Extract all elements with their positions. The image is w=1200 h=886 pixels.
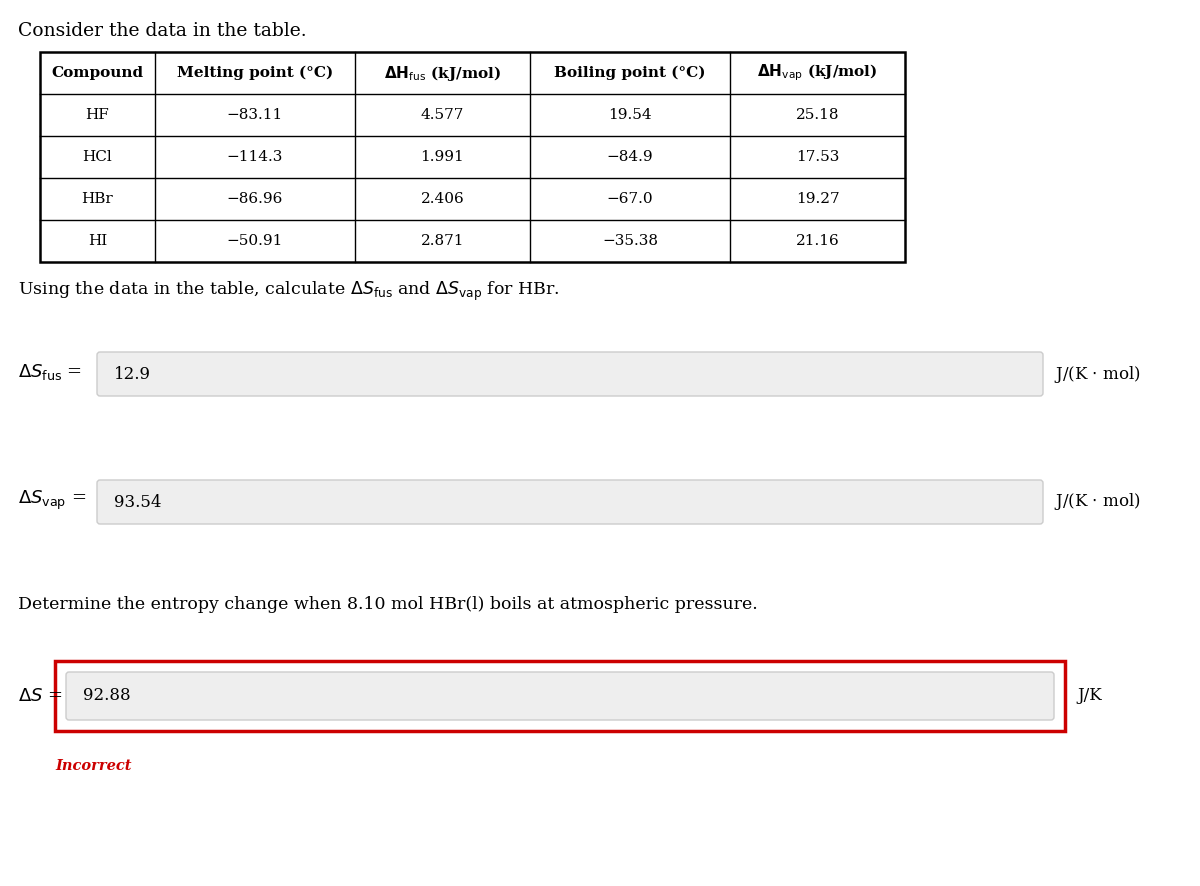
- Text: Using the data in the table, calculate $\Delta S_{\mathrm{fus}}$ and $\Delta S_{: Using the data in the table, calculate $…: [18, 280, 559, 303]
- Bar: [55, 661, 1066, 731]
- Text: −84.9: −84.9: [607, 150, 653, 164]
- Text: $\Delta S_{\mathrm{fus}}$ =: $\Delta S_{\mathrm{fus}}$ =: [18, 362, 82, 382]
- Text: −35.38: −35.38: [602, 234, 658, 248]
- Text: HI: HI: [88, 234, 107, 248]
- Text: −83.11: −83.11: [227, 108, 283, 122]
- Text: Incorrect: Incorrect: [55, 759, 132, 773]
- Text: 25.18: 25.18: [796, 108, 839, 122]
- Text: $\Delta S$ =: $\Delta S$ =: [18, 687, 62, 705]
- Text: 17.53: 17.53: [796, 150, 839, 164]
- Text: Boiling point (°C): Boiling point (°C): [554, 66, 706, 81]
- FancyBboxPatch shape: [66, 672, 1054, 720]
- Text: J/(K $\cdot$ mol): J/(K $\cdot$ mol): [1054, 363, 1141, 385]
- Text: HCl: HCl: [83, 150, 113, 164]
- Text: −50.91: −50.91: [227, 234, 283, 248]
- Text: 21.16: 21.16: [796, 234, 839, 248]
- Text: 19.27: 19.27: [796, 192, 839, 206]
- Text: −114.3: −114.3: [227, 150, 283, 164]
- Text: HF: HF: [85, 108, 109, 122]
- Text: $\Delta S_{\mathrm{vap}}$ =: $\Delta S_{\mathrm{vap}}$ =: [18, 488, 86, 511]
- FancyBboxPatch shape: [97, 352, 1043, 396]
- Text: $\mathbf{\Delta H_{\mathrm{fus}}}$ (kJ/mol): $\mathbf{\Delta H_{\mathrm{fus}}}$ (kJ/m…: [384, 64, 500, 82]
- Text: 2.871: 2.871: [421, 234, 464, 248]
- Text: 92.88: 92.88: [83, 688, 131, 704]
- Text: 93.54: 93.54: [114, 494, 162, 510]
- Text: J/K: J/K: [1078, 688, 1102, 704]
- Text: Compound: Compound: [52, 66, 144, 80]
- Text: 4.577: 4.577: [421, 108, 464, 122]
- Text: 12.9: 12.9: [114, 366, 151, 383]
- Text: 19.54: 19.54: [608, 108, 652, 122]
- Text: 2.406: 2.406: [421, 192, 464, 206]
- Text: −86.96: −86.96: [227, 192, 283, 206]
- Bar: [40, 52, 905, 262]
- Text: 1.991: 1.991: [421, 150, 464, 164]
- Text: Determine the entropy change when 8.10 mol HBr(l) boils at atmospheric pressure.: Determine the entropy change when 8.10 m…: [18, 596, 757, 613]
- Text: Consider the data in the table.: Consider the data in the table.: [18, 22, 307, 40]
- Text: $\mathbf{\Delta H_{\mathrm{vap}}}$ (kJ/mol): $\mathbf{\Delta H_{\mathrm{vap}}}$ (kJ/m…: [757, 63, 877, 83]
- Text: J/(K $\cdot$ mol): J/(K $\cdot$ mol): [1054, 492, 1141, 512]
- FancyBboxPatch shape: [97, 480, 1043, 524]
- Text: HBr: HBr: [82, 192, 113, 206]
- Text: Melting point (°C): Melting point (°C): [176, 66, 334, 81]
- Text: −67.0: −67.0: [607, 192, 653, 206]
